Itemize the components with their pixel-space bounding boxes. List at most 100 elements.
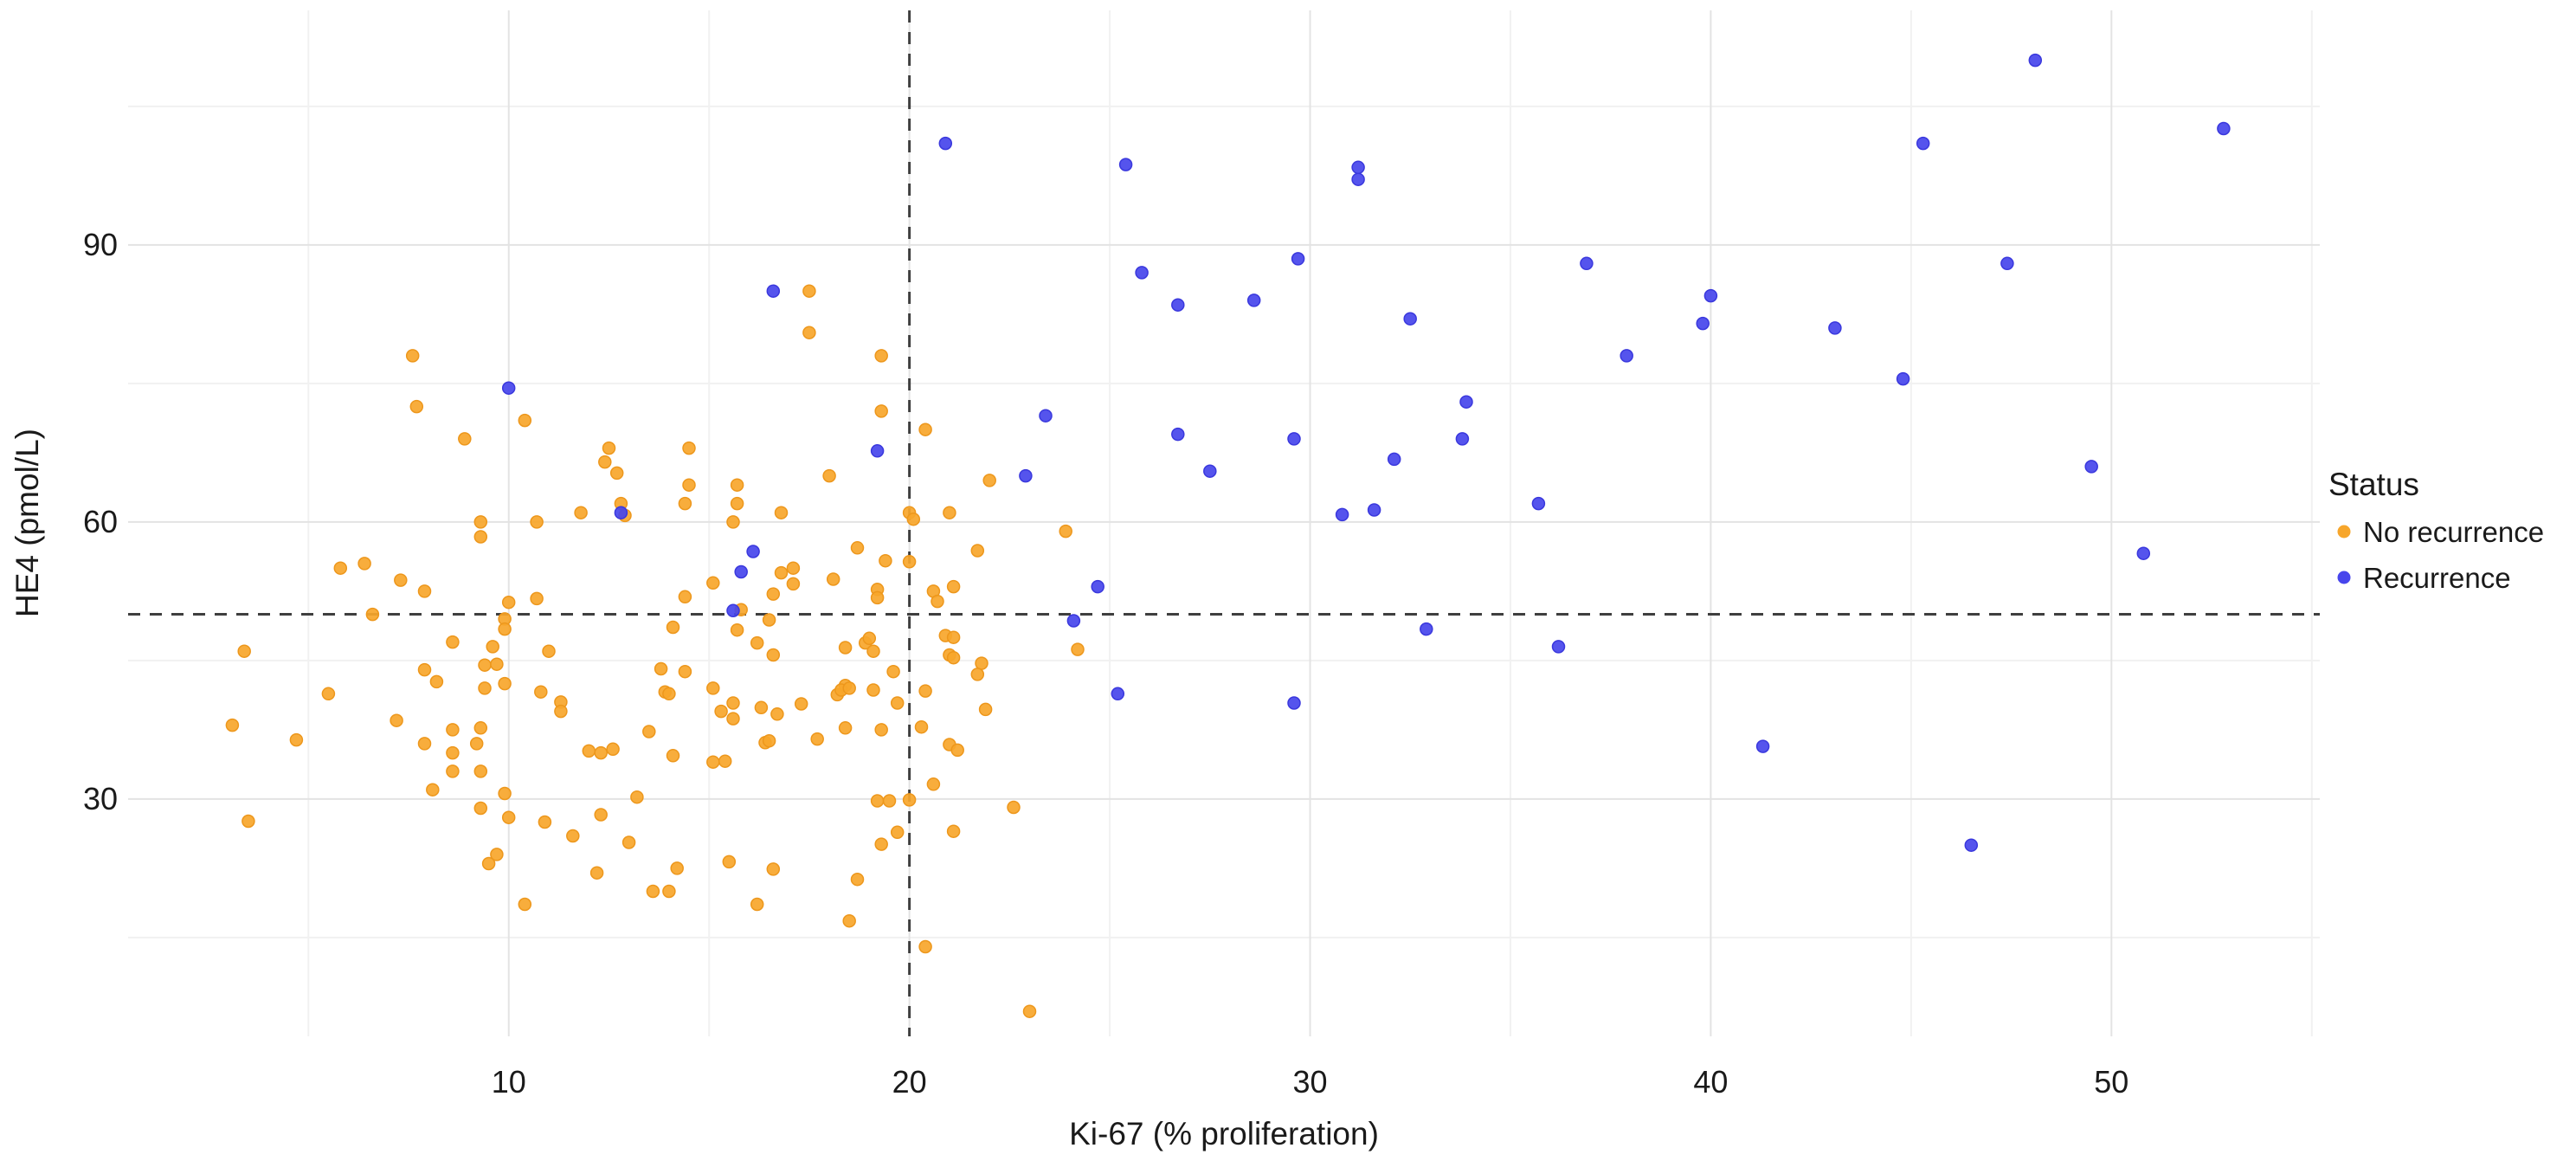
data-point [918,422,932,436]
data-point [1118,158,1133,171]
data-point [446,745,460,760]
data-point [970,668,985,681]
series-recurrence [501,53,2231,852]
x-tick-label: 50 [2094,1064,2128,1100]
data-point [662,884,676,899]
data-point [874,349,888,363]
data-point [1287,696,1301,710]
data-point [1403,312,1417,326]
data-point [1420,622,1433,636]
data-point [473,721,488,735]
data-point [1531,496,1546,511]
data-point [750,635,764,650]
data-point [766,862,781,876]
data-point [498,622,512,636]
data-point [2217,121,2231,136]
data-point [850,541,865,555]
data-point [762,613,776,627]
data-point [1287,432,1301,446]
data-point [870,794,885,808]
data-point [886,664,900,679]
data-point [469,737,484,751]
data-point [498,676,512,691]
data-point [1007,800,1021,815]
legend-item-recurrence: Recurrence [2337,562,2511,594]
x-tick-label: 10 [492,1064,526,1100]
data-point [1459,395,1473,409]
data-point [838,721,853,735]
data-point [734,564,748,579]
data-point [498,786,512,801]
data-point [931,594,944,609]
data-point [850,872,865,887]
data-point [762,733,776,748]
data-point [409,399,424,414]
data-point [682,441,696,455]
data-point [458,432,472,446]
data-point [501,595,516,610]
data-point [1291,252,1305,266]
data-point [1039,409,1053,422]
data-point [654,661,668,676]
series-no-recurrence [225,284,1085,1018]
data-point [357,557,371,571]
data-point [706,576,720,590]
data-point [975,656,989,670]
data-point [1455,432,1470,446]
data-point [926,777,941,791]
data-point [1896,371,1910,386]
data-point [646,884,660,899]
data-point [242,814,255,829]
data-point [662,687,676,701]
data-point [446,635,460,649]
data-point [678,496,692,511]
data-point [1059,524,1072,539]
data-point [518,897,532,912]
data-point [333,561,348,575]
data-point [606,742,620,757]
data-point [870,590,885,605]
data-point [946,579,961,594]
legend-title: Status [2328,467,2419,502]
data-point [490,848,504,861]
data-point [1022,1004,1037,1018]
data-point [730,496,744,511]
data-point [726,515,740,529]
legend-item-label: No recurrence [2363,516,2544,548]
data-point [2028,53,2043,68]
data-point [1019,468,1033,483]
data-point [774,565,789,580]
data-point [706,681,720,695]
data-point [1580,256,1594,271]
data-point [225,718,240,732]
data-point [726,696,740,710]
data-point [879,553,892,568]
data-point [538,815,552,829]
data-point [766,587,781,601]
y-tick-label: 60 [83,504,118,539]
data-point [914,719,929,734]
data-point [678,590,692,604]
data-point [918,939,932,954]
data-point [890,696,905,710]
data-point [874,723,888,737]
data-point [417,662,432,677]
data-point [289,732,304,747]
data-point [906,512,921,526]
data-point [530,591,544,606]
data-point [770,707,784,721]
data-point [870,444,885,458]
data-point [946,650,961,665]
data-point [1916,136,1930,151]
major-gridlines [128,10,2320,1036]
data-point [706,755,720,769]
data-point [394,573,408,587]
data-point [582,744,596,758]
data-point [1111,687,1125,701]
data-point [534,685,548,699]
data-point [766,284,781,298]
data-point [518,413,532,428]
data-point [866,644,880,658]
data-point [862,631,877,646]
